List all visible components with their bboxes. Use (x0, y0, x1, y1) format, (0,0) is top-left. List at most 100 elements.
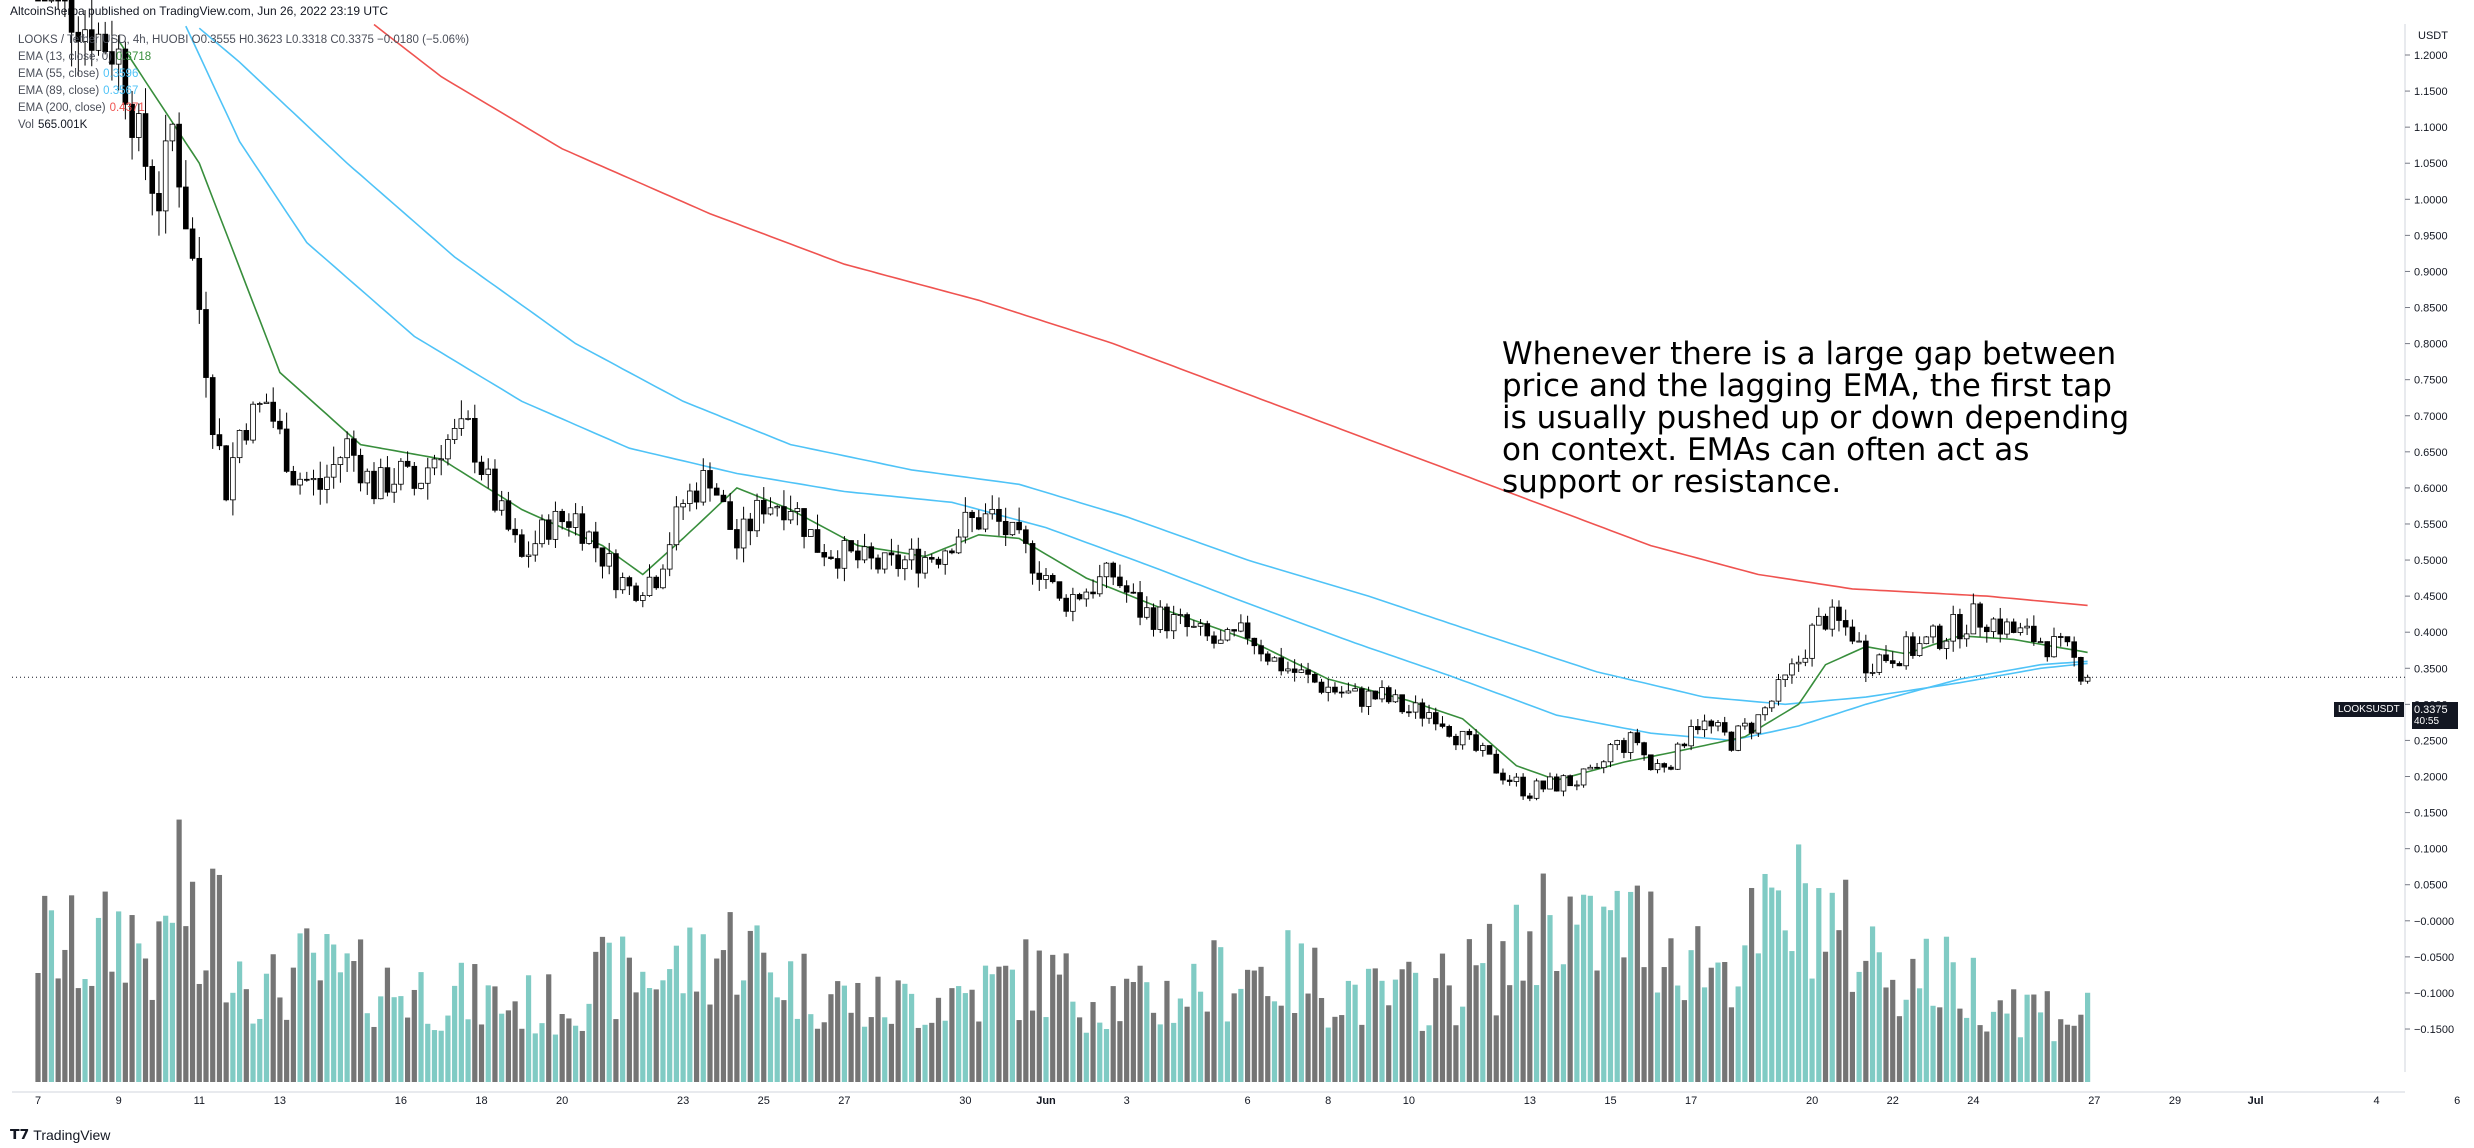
candle-body (176, 123, 182, 188)
volume-bar (1238, 988, 1244, 1082)
volume-bar (418, 972, 424, 1082)
volume-bar (660, 980, 666, 1082)
annotation-text: Whenever there is a large gap between pr… (1502, 336, 2130, 500)
candle-body (640, 595, 646, 601)
candle-body (1876, 654, 1883, 673)
candle-body (1903, 636, 1909, 667)
volume-bar (223, 1002, 229, 1082)
legend-ohlc: LOOKS / Tether USD, 4h, HUOBI O0.3555 H0… (18, 34, 470, 46)
volume-bar (1124, 978, 1130, 1082)
volume-bar (169, 922, 175, 1082)
volume-bar (1641, 967, 1647, 1082)
legend-volume[interactable]: Vol 565.001K (18, 117, 469, 134)
volume-bar (1184, 1006, 1190, 1082)
volume-bar (1984, 1031, 1990, 1082)
volume-bar (1917, 988, 1923, 1082)
volume-bar (284, 1019, 290, 1082)
volume-bar (902, 983, 908, 1082)
volume-bar (1318, 997, 1325, 1082)
candle-body (1016, 521, 1022, 531)
candle-body (498, 500, 505, 511)
time-tick-label: Jul (2248, 1095, 2264, 1107)
candle-body (1668, 766, 1674, 770)
legend-ema200[interactable]: EMA (200, close) 0.4371 (18, 100, 469, 117)
legend-ema55[interactable]: EMA (55, close) 0.3596 (18, 66, 469, 83)
candle-body (1520, 776, 1526, 797)
volume-bar (620, 936, 626, 1082)
publish-attribution: AltcoinSherpa published on TradingView.c… (10, 4, 389, 18)
candle-body (922, 557, 928, 574)
candle-body (256, 403, 263, 405)
volume-bar (176, 819, 182, 1082)
volume-bar (1601, 906, 1607, 1082)
volume-bar (203, 970, 209, 1082)
volume-bar (1708, 967, 1714, 1082)
candle-body (1728, 731, 1735, 751)
volume-bar (1063, 953, 1069, 1082)
volume-bar (1540, 873, 1546, 1082)
candle-body (1627, 732, 1634, 753)
volume-bar (727, 912, 733, 1082)
candle-body (1271, 657, 1278, 662)
price-tick-label: 0.4500 (2414, 591, 2448, 603)
volume-bar (1796, 844, 1802, 1082)
volume-bar (277, 997, 283, 1082)
volume-bar (1990, 1011, 1997, 1082)
volume-bar (1144, 982, 1150, 1082)
volume-bar (1715, 962, 1721, 1082)
volume-bar (794, 1018, 800, 1082)
candle-body (2078, 656, 2084, 682)
legend-ema89[interactable]: EMA (89, close) 0.3567 (18, 83, 469, 100)
volume-bar (1493, 1015, 1499, 1082)
candle-body (1916, 643, 1923, 656)
candle-body (1325, 686, 1332, 693)
price-tick-label: −0.1500 (2414, 1024, 2454, 1036)
candle-body (2064, 636, 2071, 643)
candle-body (586, 531, 592, 544)
volume-bar (808, 1014, 814, 1082)
candle-body (1775, 679, 1782, 702)
candle-body (391, 483, 397, 493)
candle-body (1096, 576, 1103, 595)
candle-body (720, 494, 727, 503)
candle-body (606, 553, 612, 567)
candle-body (1036, 572, 1043, 580)
volume-bar (1836, 930, 1842, 1082)
candle-body (1251, 637, 1258, 647)
candle-body (646, 576, 653, 597)
legend-ema89-label: EMA (89, close) (18, 85, 100, 97)
candle-body (196, 257, 203, 310)
volume-bar (613, 1019, 619, 1082)
legend-ema13[interactable]: EMA (13, close, 0) 0.3718 (18, 49, 469, 66)
candle-body (1009, 521, 1016, 536)
price-tick-label: −0.0500 (2414, 952, 2454, 964)
volume-bar (1271, 1001, 1278, 1082)
candle-body (263, 401, 270, 404)
volume-bar (485, 985, 491, 1082)
time-tick-label: 6 (1245, 1095, 1251, 1107)
volume-bar (1386, 1005, 1392, 1082)
volume-bar (1413, 972, 1419, 1082)
tradingview-brand[interactable]: 𝗧𝟳 TradingView (10, 1126, 110, 1143)
legend-ema55-label: EMA (55, close) (18, 68, 100, 80)
candle-body (283, 428, 290, 472)
candle-body (1990, 618, 1997, 633)
candle-body (1278, 657, 1285, 672)
volume-bar (747, 930, 753, 1082)
candle-body (351, 438, 357, 456)
candle-body (1930, 625, 1936, 638)
candle-body (230, 457, 236, 501)
volume-bar (835, 981, 841, 1082)
price-tick-label: 0.2000 (2414, 772, 2448, 784)
candle-body (303, 478, 310, 481)
candle-body (1708, 720, 1715, 727)
candle-body (1621, 740, 1627, 753)
price-tick-label: 1.1000 (2414, 122, 2448, 134)
candle-body (458, 418, 465, 429)
volume-bar (962, 993, 968, 1082)
candle-body (424, 467, 431, 484)
volume-bar (1473, 965, 1479, 1082)
volume-bar (828, 994, 834, 1082)
volume-bar (237, 961, 243, 1082)
